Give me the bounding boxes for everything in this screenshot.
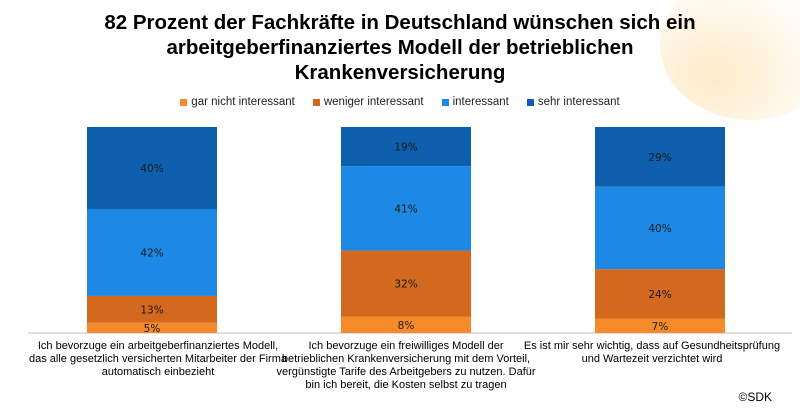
bar-segment-3-2 <box>595 269 725 319</box>
bar-segment-1-2 <box>87 295 217 323</box>
bar-segment-1-3 <box>87 209 217 296</box>
data-label-1-1: 5% <box>144 323 161 335</box>
category-label-2: Ich bevorzuge ein freiwilliges Modell de… <box>276 340 536 391</box>
data-label-2-2: 32% <box>394 279 417 291</box>
bar-segment-1-1 <box>87 322 217 333</box>
legend-swatch-gar-nicht <box>180 98 188 106</box>
legend-item-weniger: weniger interessant <box>312 96 424 108</box>
bar-segment-2-4 <box>341 127 471 167</box>
category-label-3: Es ist mir sehr wichtig, dass auf Gesund… <box>523 340 781 365</box>
title-line-3: Krankenversicherung <box>294 61 506 84</box>
legend-swatch-weniger <box>312 98 320 106</box>
data-label-1-4: 40% <box>140 163 163 175</box>
copyright-label: ©SDK <box>738 390 772 404</box>
bar-segment-2-3 <box>341 166 471 251</box>
chart-title: 82 Prozent der Fachkräfte in Deutschland… <box>20 10 780 85</box>
data-label-2-3: 41% <box>394 203 417 215</box>
data-label-1-3: 42% <box>140 248 163 260</box>
legend-item-interessant: interessant <box>441 96 509 108</box>
data-label-3-3: 40% <box>648 223 671 235</box>
chart-legend: gar nicht interessant weniger interessan… <box>0 96 800 108</box>
title-line-2: arbeitgeberfinanziertes Modell der betri… <box>166 36 634 59</box>
data-label-3-1: 7% <box>652 321 669 333</box>
data-label-2-4: 19% <box>394 142 417 154</box>
legend-label-gar-nicht: gar nicht interessant <box>191 96 295 108</box>
legend-label-weniger: weniger interessant <box>323 96 424 108</box>
data-label-3-2: 24% <box>648 289 671 301</box>
category-label-1: Ich bevorzuge ein arbeitgeberfinanzierte… <box>29 340 287 378</box>
bar-segment-1-4 <box>87 127 217 210</box>
bar-segment-3-3 <box>595 186 725 270</box>
title-line-1: 82 Prozent der Fachkräfte in Deutschland… <box>104 11 696 34</box>
legend-label-sehr: sehr interessant <box>537 96 620 108</box>
bar-segment-2-2 <box>341 250 471 317</box>
data-label-2-1: 8% <box>398 320 415 332</box>
bar-segment-2-1 <box>341 316 471 333</box>
legend-swatch-interessant <box>441 98 449 106</box>
legend-swatch-sehr <box>526 98 534 106</box>
bar-segment-3-1 <box>595 318 725 333</box>
data-label-3-4: 29% <box>648 152 671 164</box>
bar-segment-3-4 <box>595 127 725 187</box>
data-label-1-2: 13% <box>140 304 163 316</box>
legend-item-gar-nicht: gar nicht interessant <box>180 96 295 108</box>
legend-item-sehr: sehr interessant <box>526 96 620 108</box>
legend-label-interessant: interessant <box>452 96 509 108</box>
